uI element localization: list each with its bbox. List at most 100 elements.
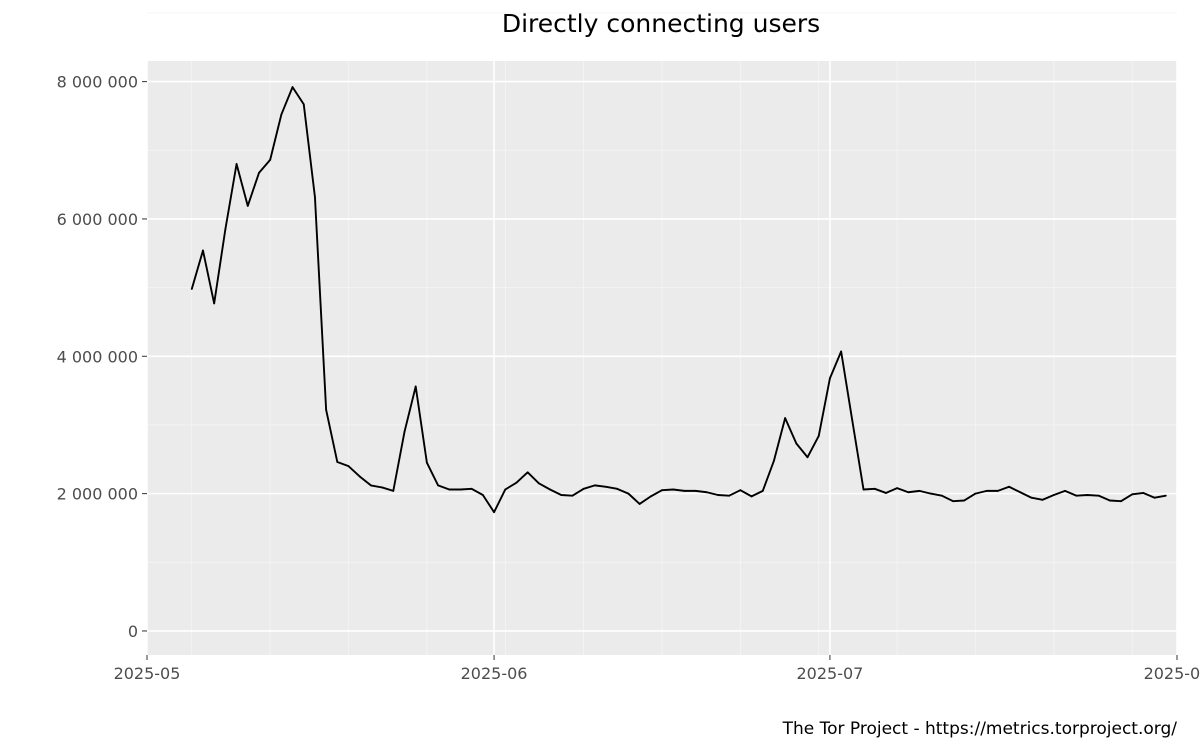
data-point [739,489,742,492]
data-point [672,488,675,491]
data-point [1097,494,1100,497]
data-point [437,484,439,487]
data-point [202,249,204,252]
data-point [593,484,596,487]
data-point [649,495,652,498]
data-point [336,461,339,463]
data-point [370,484,372,487]
data-point [616,487,619,490]
x-tick-label: 2025-07 [797,664,864,683]
data-point [358,475,361,478]
data-point [985,489,988,492]
data-point [1120,500,1122,503]
y-tick-label: 0 [128,622,138,641]
data-point [392,489,395,492]
data-point [314,196,316,198]
x-axis: 2025-05 2025-06 2025-07 2025-08 [114,655,1200,683]
chart-title: Directly connecting users [502,9,820,38]
data-point [806,456,809,459]
data-point [347,465,350,468]
data-point [448,488,451,491]
data-point [549,488,551,491]
data-point [1131,493,1134,496]
data-point [784,417,787,419]
data-point [907,491,910,494]
data-point [683,489,686,492]
data-point [246,204,249,207]
data-point [414,385,417,388]
data-point [459,488,462,491]
data-point [795,442,798,445]
data-point [504,488,507,491]
data-point [974,492,977,495]
major-gridlines [146,61,1178,655]
data-point [1153,496,1156,499]
data-point [627,492,630,495]
data-point [381,486,384,489]
data-point [717,494,719,496]
data-point [952,500,954,503]
chart-caption: The Tor Project - https://metrics.torpro… [782,719,1178,739]
data-point [571,494,574,497]
x-tick-label: 2025-08 [1144,664,1200,683]
data-point [403,430,406,433]
minor-gridlines [147,12,1177,655]
series-line [190,86,1166,514]
data-point [1052,494,1055,496]
data-point [1041,498,1044,501]
data-point [213,302,216,305]
data-point [325,408,328,411]
data-point [661,489,663,492]
data-point [694,489,697,492]
data-point [940,494,943,497]
data-point [829,377,831,380]
data-point [1086,494,1089,496]
series-layer [190,86,1167,514]
data-point [862,488,865,491]
data-point [1030,496,1033,499]
x-tick-label: 2025-05 [114,664,181,683]
data-point [1108,499,1111,502]
data-point [996,489,999,492]
data-point [817,435,820,437]
y-tick-label: 8 000 000 [57,73,138,92]
data-point [1008,485,1010,488]
data-point [258,172,260,174]
data-point [470,487,473,490]
data-point [851,419,854,422]
y-tick-label: 6 000 000 [57,210,138,229]
data-point [638,503,641,505]
data-point [750,495,753,498]
data-point [560,494,563,496]
data-point [929,492,932,495]
data-point [1164,494,1167,497]
data-point [1064,489,1066,492]
data-point [302,103,305,106]
data-point [235,163,238,165]
data-point [605,485,607,488]
data-point [773,459,775,462]
data-point [190,288,193,290]
data-point [425,461,428,464]
data-point [224,228,227,231]
data-point [918,489,921,492]
data-point [515,481,518,484]
data-point [840,350,843,353]
data-point [582,487,585,490]
y-tick-label: 2 000 000 [57,485,138,504]
x-tick-label: 2025-06 [461,664,528,683]
data-point [526,471,529,474]
data-point [1019,491,1022,494]
data-point [1142,492,1145,494]
data-point [291,86,294,88]
data-point [896,487,899,490]
data-point [885,492,887,494]
data-point [873,487,876,490]
y-tick-label: 4 000 000 [57,347,138,366]
data-point [761,489,764,492]
data-point [728,494,731,497]
data-point [1075,494,1078,497]
data-point [481,494,484,496]
